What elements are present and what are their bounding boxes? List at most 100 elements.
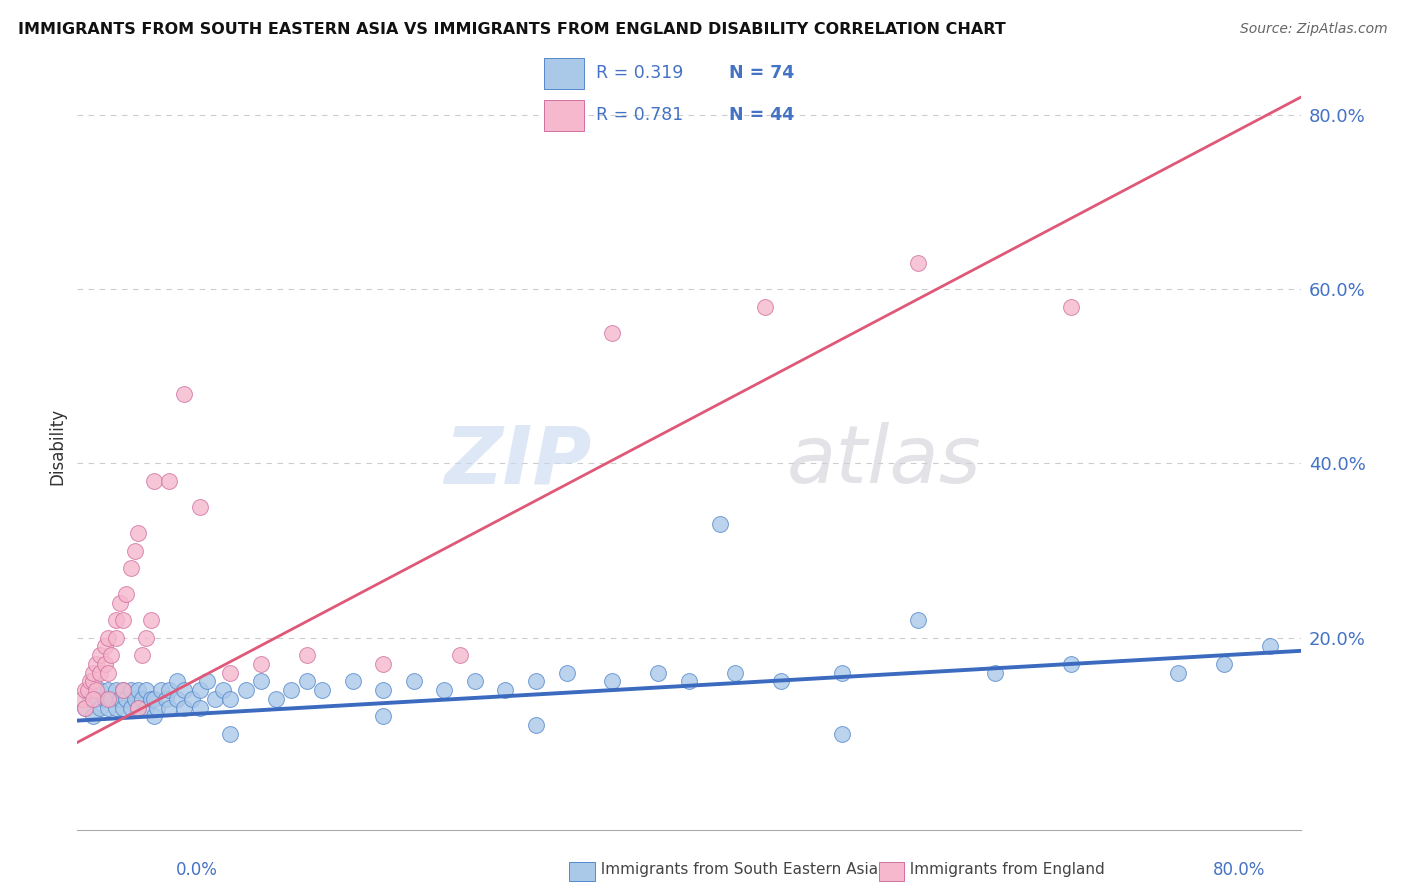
Point bbox=[831, 665, 853, 680]
Point bbox=[1213, 657, 1236, 671]
Point bbox=[907, 256, 929, 270]
Point bbox=[1060, 657, 1083, 671]
Point bbox=[464, 674, 486, 689]
Point bbox=[77, 683, 100, 698]
Point bbox=[139, 613, 162, 627]
Point bbox=[173, 683, 195, 698]
Point bbox=[131, 691, 153, 706]
Text: Immigrants from South Eastern Asia: Immigrants from South Eastern Asia bbox=[591, 863, 877, 877]
Point bbox=[371, 657, 394, 671]
Point bbox=[754, 300, 776, 314]
Point bbox=[146, 700, 169, 714]
Point bbox=[73, 700, 96, 714]
Point bbox=[89, 665, 111, 680]
Point bbox=[135, 700, 157, 714]
Point bbox=[250, 657, 273, 671]
Point bbox=[602, 674, 624, 689]
Text: R = 0.319: R = 0.319 bbox=[596, 64, 683, 82]
Point bbox=[82, 709, 104, 723]
Point bbox=[135, 631, 157, 645]
Point bbox=[166, 674, 188, 689]
Text: N = 74: N = 74 bbox=[730, 64, 794, 82]
Point bbox=[173, 386, 195, 401]
Point bbox=[115, 587, 138, 601]
Point bbox=[769, 674, 792, 689]
Point bbox=[219, 726, 242, 740]
Point bbox=[127, 526, 149, 541]
Point bbox=[70, 691, 93, 706]
Point bbox=[73, 683, 96, 698]
Point bbox=[449, 648, 471, 663]
Point bbox=[100, 648, 122, 663]
Point bbox=[524, 674, 547, 689]
Point bbox=[1167, 665, 1189, 680]
Point bbox=[112, 683, 135, 698]
Point bbox=[112, 700, 135, 714]
Point bbox=[204, 691, 226, 706]
Point bbox=[97, 691, 120, 706]
Point bbox=[524, 718, 547, 732]
Point bbox=[602, 326, 624, 340]
Point bbox=[82, 665, 104, 680]
Point bbox=[115, 691, 138, 706]
Point bbox=[342, 674, 364, 689]
Point bbox=[907, 613, 929, 627]
Point bbox=[104, 700, 127, 714]
Point bbox=[112, 613, 135, 627]
Point bbox=[211, 683, 233, 698]
Point bbox=[79, 691, 101, 706]
Point bbox=[89, 700, 111, 714]
Point bbox=[97, 683, 120, 698]
Point bbox=[402, 674, 425, 689]
Point bbox=[120, 561, 142, 575]
Point bbox=[82, 691, 104, 706]
Point bbox=[84, 691, 107, 706]
Point bbox=[97, 631, 120, 645]
Point bbox=[678, 674, 700, 689]
Point bbox=[371, 709, 394, 723]
Point bbox=[142, 691, 165, 706]
Point bbox=[195, 674, 218, 689]
Point bbox=[295, 674, 318, 689]
Point bbox=[79, 674, 101, 689]
Text: Immigrants from England: Immigrants from England bbox=[900, 863, 1105, 877]
FancyBboxPatch shape bbox=[544, 100, 583, 131]
Point bbox=[150, 683, 173, 698]
Point bbox=[97, 700, 120, 714]
Point bbox=[188, 700, 211, 714]
Point bbox=[235, 683, 257, 698]
Point bbox=[219, 665, 242, 680]
Text: N = 44: N = 44 bbox=[730, 106, 794, 124]
Point bbox=[250, 674, 273, 689]
Point bbox=[89, 648, 111, 663]
Point bbox=[647, 665, 669, 680]
Point bbox=[311, 683, 333, 698]
Point bbox=[124, 691, 146, 706]
Point bbox=[157, 700, 180, 714]
Point bbox=[157, 474, 180, 488]
Point bbox=[157, 683, 180, 698]
Point bbox=[104, 613, 127, 627]
Point bbox=[280, 683, 302, 698]
Point bbox=[108, 596, 131, 610]
Point bbox=[139, 691, 162, 706]
Point bbox=[433, 683, 456, 698]
Point bbox=[495, 683, 517, 698]
Point bbox=[94, 691, 117, 706]
Point bbox=[127, 700, 149, 714]
Point bbox=[112, 683, 135, 698]
Text: ZIP: ZIP bbox=[444, 422, 591, 500]
Point bbox=[831, 726, 853, 740]
Point bbox=[84, 657, 107, 671]
Point bbox=[1258, 640, 1281, 654]
Point bbox=[84, 683, 107, 698]
Point bbox=[100, 691, 122, 706]
Point bbox=[120, 683, 142, 698]
Point bbox=[82, 674, 104, 689]
Point bbox=[135, 683, 157, 698]
Point bbox=[94, 640, 117, 654]
Point bbox=[104, 631, 127, 645]
Point bbox=[219, 691, 242, 706]
Point bbox=[166, 691, 188, 706]
Point bbox=[155, 691, 177, 706]
